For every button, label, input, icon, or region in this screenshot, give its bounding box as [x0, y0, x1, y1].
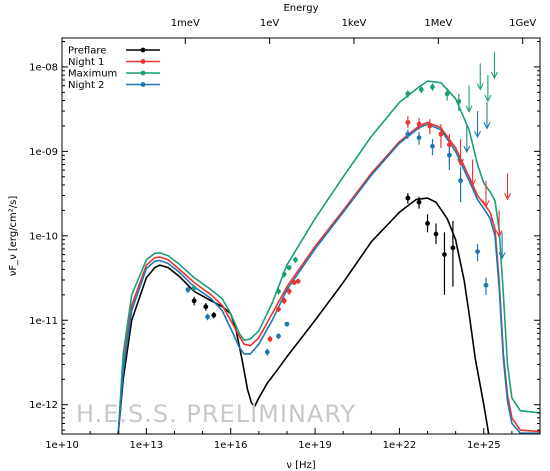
preflare-data-point	[416, 199, 422, 205]
maximum-data-point	[405, 91, 411, 97]
legend-marker-maximum	[140, 70, 146, 76]
x-top-tick-label: 1GeV	[509, 18, 536, 29]
x-tick-label: 1e+25	[467, 440, 501, 451]
night-1-data-point	[276, 306, 281, 312]
x-tick-label: 1e+22	[383, 440, 417, 451]
preflare-model-curve	[117, 197, 490, 435]
night-1-data-point	[286, 288, 292, 294]
preflare-data-point	[405, 195, 411, 201]
night-1-upper-limit-head	[469, 179, 477, 187]
night-2-data-point	[430, 143, 435, 149]
y-axis-ticks: 1e-12 1e-11 1e-10 1e-09 1e-08	[29, 40, 540, 431]
night-2-data-point	[205, 314, 210, 320]
maximum-data-point	[444, 91, 450, 97]
night-1-data-point	[438, 131, 444, 137]
x-axis-ticks: 1e+10 1e+13 1e+16 1e+19 1e+22 1e+25	[45, 428, 541, 451]
night-1-data-point	[416, 121, 422, 127]
maximum-data-point	[430, 84, 435, 90]
x-top-tick-label: 1keV	[342, 18, 367, 29]
night-2-data-point	[185, 287, 191, 293]
maximum-upper-limit-head	[465, 105, 473, 113]
night-2-data-point	[483, 282, 489, 288]
night-2-data-point	[416, 135, 422, 141]
night-1-model-curve	[117, 121, 541, 435]
preflare-data-point	[191, 298, 197, 304]
night-2-data-point	[447, 152, 452, 158]
night-2-data-point	[284, 321, 290, 327]
x-top-tick-label: 1MeV	[424, 18, 452, 29]
night-1-upper-limit-head	[504, 193, 512, 201]
upper-limit-arrows	[457, 52, 512, 260]
night-2-data-point	[264, 349, 270, 355]
maximum-upper-limit-head	[484, 94, 492, 103]
x-tick-label: 1e+13	[130, 440, 164, 451]
maximum-data-point	[456, 99, 462, 104]
night-2-model-curve	[117, 123, 540, 435]
night-2-upper-limit-head	[474, 130, 482, 139]
maximum-upper-limit-head	[476, 83, 484, 91]
maximum-data-point	[281, 271, 287, 277]
night-1-data-point	[267, 336, 273, 342]
watermark: H.E.S.S. PRELIMINARY	[76, 400, 356, 428]
preflare-data-point	[203, 304, 209, 310]
x-top-tick-label: 1meV	[171, 18, 200, 29]
model-curves	[117, 80, 541, 435]
maximum-model-curve	[117, 80, 541, 435]
top-axis-title: Energy	[283, 3, 318, 14]
night-1-data-point	[447, 142, 452, 148]
maximum-data-point	[276, 288, 281, 294]
preflare-data-point	[433, 231, 439, 237]
maximum-data-point	[293, 257, 298, 263]
night-1-data-point	[291, 280, 297, 285]
x-top-axis-ticks: 1meV1eV1keV1MeV1GeV1TeV	[171, 18, 536, 44]
maximum-upper-limit-head	[490, 71, 498, 80]
maximum-data-point	[418, 87, 424, 92]
x-tick-label: 1e+16	[214, 440, 248, 451]
night-2-data-point	[405, 131, 411, 137]
x-top-tick-label: 1eV	[260, 18, 280, 29]
preflare-data-point	[211, 312, 217, 318]
legend-label-preflare: Preflare	[68, 46, 106, 57]
legend-label-night-1: Night 1	[68, 57, 104, 68]
night-1-data-point	[405, 120, 411, 125]
night-1-upper-limit-head	[457, 158, 465, 167]
preflare-data-point	[442, 252, 447, 257]
night-1-data-point	[427, 123, 433, 129]
night-1-data-point	[281, 298, 287, 304]
legend-marker-preflare	[140, 47, 146, 53]
legend-marker-night-2	[140, 82, 146, 87]
y-tick-label: 1e-10	[29, 231, 58, 242]
preflare-data-point	[450, 245, 456, 251]
night-2-data-point	[276, 333, 281, 339]
night-2-data-point	[475, 249, 480, 255]
night-1-data-point	[295, 278, 301, 284]
night-1-upper-limit-head	[482, 200, 490, 208]
night-2-upper-limit-head	[483, 122, 491, 130]
y-tick-label: 1e-08	[29, 62, 58, 73]
maximum-data-point	[191, 285, 197, 291]
y-tick-label: 1e-12	[29, 400, 58, 411]
x-axis-title: ν [Hz]	[286, 460, 315, 471]
preflare-data-point	[425, 221, 430, 226]
night-1-upper-limit-head	[495, 230, 503, 238]
y-tick-label: 1e-09	[29, 147, 58, 158]
y-tick-label: 1e-11	[29, 316, 58, 327]
legend-label-night-2: Night 2	[68, 80, 104, 91]
legend-marker-night-1	[140, 59, 146, 64]
night-2-upper-limit-head	[463, 145, 471, 154]
x-tick-label: 1e+19	[298, 440, 332, 451]
night-2-upper-limit-head	[498, 252, 506, 260]
legend-label-maximum: Maximum	[68, 69, 117, 80]
maximum-data-point	[286, 265, 292, 271]
x-tick-label: 1e+10	[45, 440, 79, 451]
plot-frame	[61, 37, 541, 435]
data-markers	[185, 84, 489, 355]
night-2-data-point	[458, 178, 463, 184]
y-axis-title: νF_ν [erg/cm²/s]	[8, 196, 19, 277]
